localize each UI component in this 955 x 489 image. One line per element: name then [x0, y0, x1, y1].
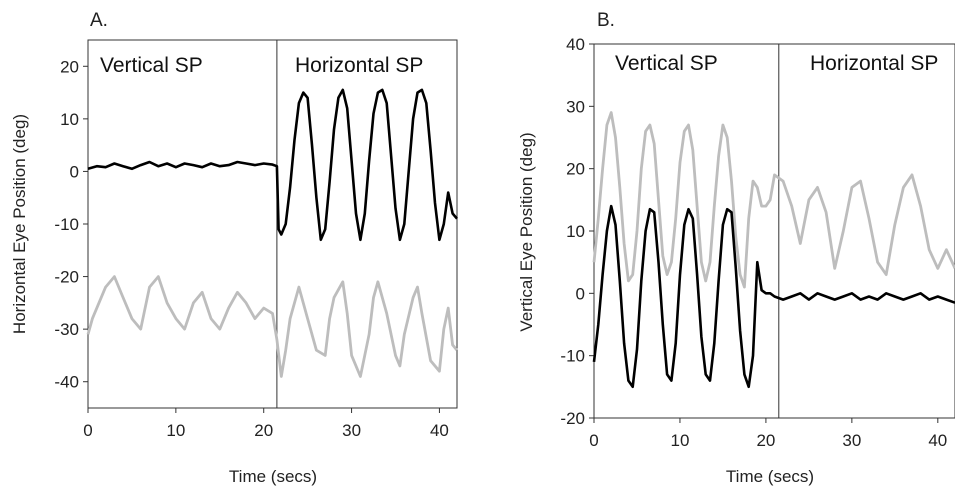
region-label-vertical: Vertical SP — [615, 52, 718, 75]
x-tick-label: 30 — [842, 431, 861, 450]
x-axis-label: Time (secs) — [726, 467, 814, 486]
region-label-horizontal: Horizontal SP — [295, 54, 423, 77]
series-line-gray — [86, 275, 459, 378]
x-tick-label: 0 — [589, 431, 598, 450]
y-tick-label: 0 — [70, 162, 79, 181]
y-tick-label: 20 — [60, 57, 79, 76]
y-tick-label: -30 — [54, 320, 79, 339]
x-axis-label: Time (secs) — [229, 467, 317, 486]
y-tick-label: -10 — [54, 215, 79, 234]
x-tick-label: 40 — [928, 431, 947, 450]
x-tick-label: 0 — [83, 421, 92, 440]
panel-a: A. Vertical SP Horizontal SP 20 10 0 -10 -20… — [10, 10, 459, 486]
series-line-black — [592, 204, 955, 389]
y-tick-label: 10 — [60, 110, 79, 129]
series-line-gray — [592, 111, 955, 289]
series-line-black — [87, 88, 458, 242]
y-tick-label: 20 — [566, 160, 585, 179]
x-tick-label: 30 — [342, 421, 361, 440]
panel-label: B. — [597, 10, 615, 31]
y-axis-label: Horizontal Eye Position (deg) — [10, 114, 29, 334]
y-axis-label: Vertical Eye Position (deg) — [517, 132, 536, 331]
x-tick-label: 10 — [670, 431, 689, 450]
x-tick-label: 20 — [756, 431, 775, 450]
plot-frame — [593, 43, 955, 419]
y-tick-label: 10 — [566, 222, 585, 241]
y-tick-label: 40 — [566, 35, 585, 54]
panel-b: B. Vertical SP Horizontal SP 40 30 20 10 0 -1… — [517, 10, 955, 486]
y-tick-label: -10 — [560, 347, 585, 366]
y-tick-label: -20 — [560, 409, 585, 428]
y-tick-label: 0 — [576, 284, 585, 303]
y-tick-label: 30 — [566, 97, 585, 116]
panel-label: A. — [90, 10, 108, 31]
y-tick-label: -40 — [54, 373, 79, 392]
x-tick-label: 40 — [430, 421, 449, 440]
x-tick-label: 10 — [166, 421, 185, 440]
y-tick-label: -20 — [54, 268, 79, 287]
region-label-vertical: Vertical SP — [100, 54, 203, 77]
x-tick-label: 20 — [254, 421, 273, 440]
region-label-horizontal: Horizontal SP — [810, 52, 938, 75]
